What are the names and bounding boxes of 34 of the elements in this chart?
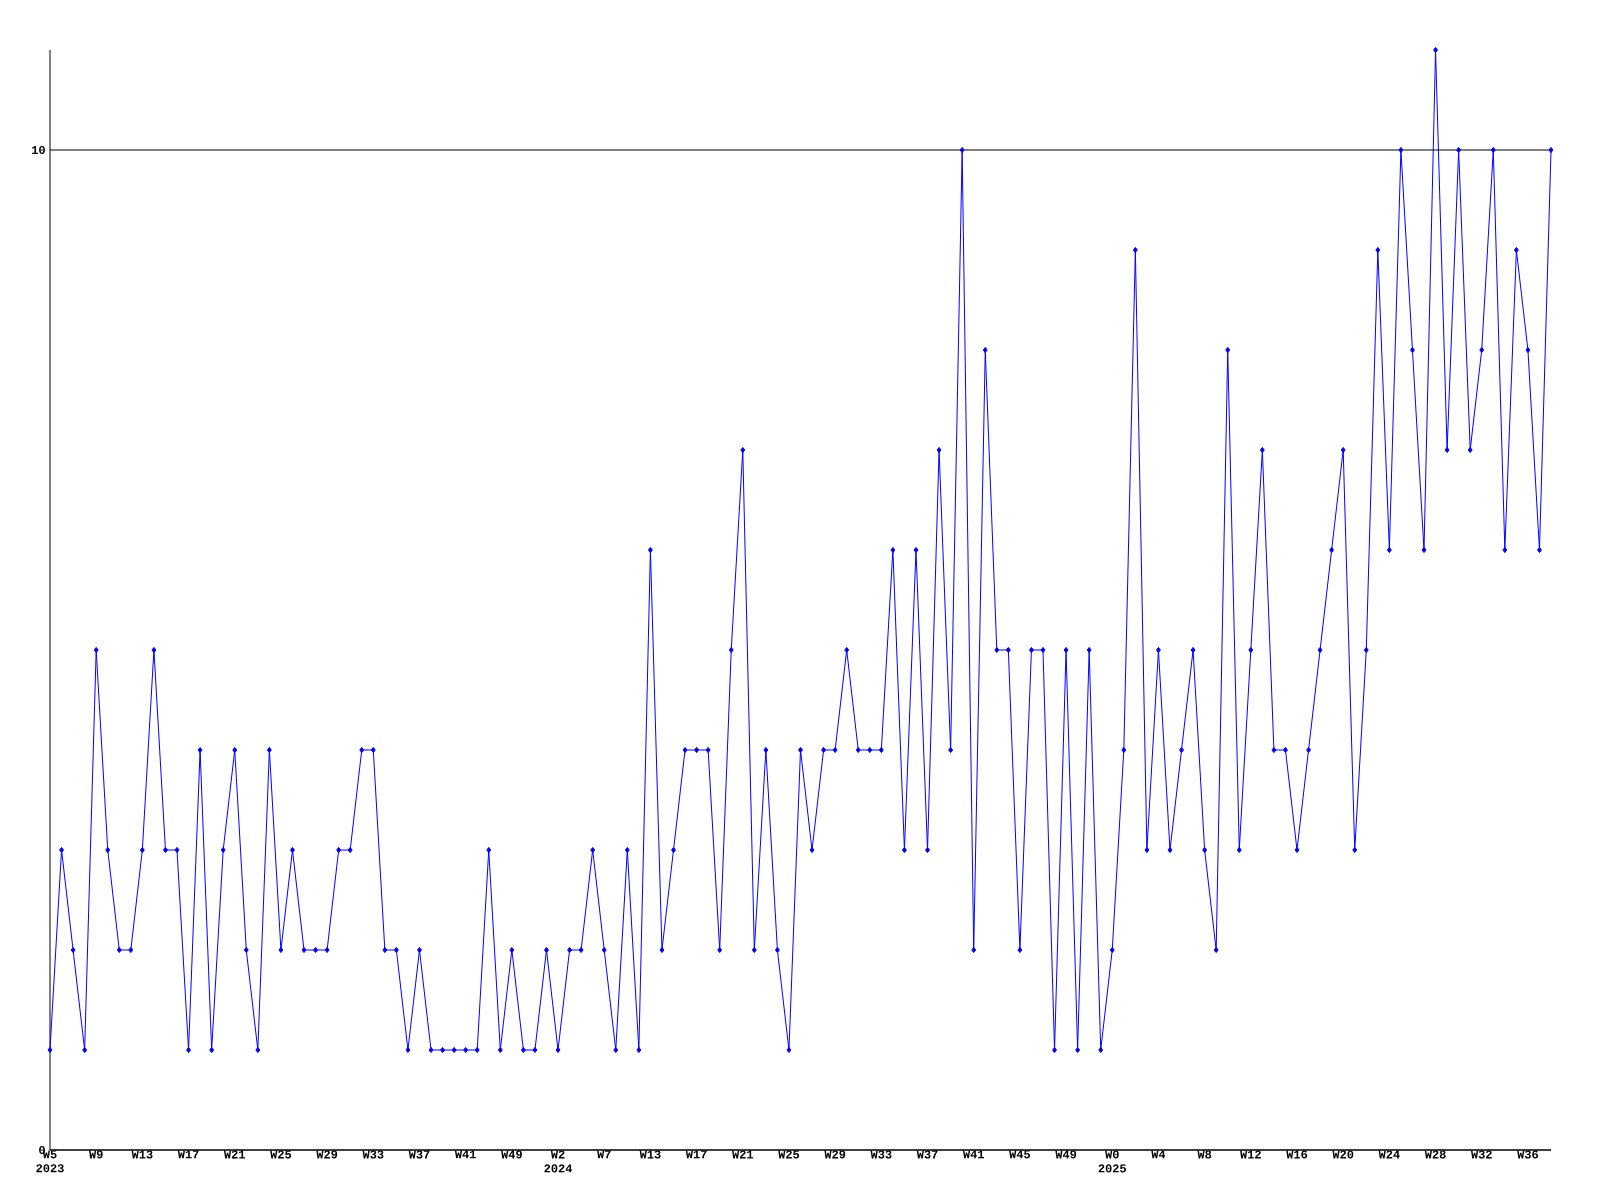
x-tick-label: W32 [1470, 1150, 1492, 1159]
x-tick-label: W8 [1197, 1150, 1212, 1159]
x-tick-label: W17 [685, 1150, 707, 1159]
x-tick-label: W25 [270, 1150, 292, 1159]
x-tick-label: W24 [1378, 1150, 1400, 1159]
y-tick-label: 0 [39, 1145, 45, 1155]
x-tick-label: W41 [962, 1150, 984, 1159]
x-tick-label: W45 [1009, 1150, 1031, 1159]
x-tick-label: W4 [1151, 1150, 1166, 1159]
x-tick-label: W21 [223, 1150, 246, 1159]
x-tick-label: W16 [1286, 1150, 1308, 1159]
x-tick-label: W41 [454, 1150, 476, 1159]
x-tick-label: W20 [1332, 1150, 1354, 1159]
x-tick-label: W28 [1424, 1150, 1446, 1159]
x-tick-label: W2 2024 [544, 1150, 573, 1173]
x-tick-label: W13 [639, 1150, 661, 1159]
x-tick-label: W21 [732, 1150, 754, 1159]
x-tick-label: W0 2025 [1098, 1150, 1126, 1173]
x-tick-label: W33 [870, 1150, 892, 1159]
x-tick-label: W33 [362, 1150, 384, 1159]
x-tick-label: W9 [89, 1150, 103, 1159]
x-tick-label: W29 [316, 1150, 338, 1159]
x-tick-label: W25 [778, 1150, 800, 1159]
y-tick-label: 10 [32, 145, 45, 155]
x-tick-label: W12 [1240, 1150, 1261, 1159]
x-tick-label: W13 [131, 1150, 153, 1159]
x-tick-label: W49 [1055, 1150, 1077, 1159]
x-tick-label: W17 [177, 1150, 199, 1159]
x-tick-label: W29 [824, 1150, 846, 1159]
x-tick-label: W37 [916, 1150, 938, 1159]
x-tick-label: W36 [1517, 1150, 1539, 1159]
x-tick-label: W7 [597, 1150, 611, 1159]
x-tick-label: W37 [408, 1150, 430, 1159]
x-tick-label: W49 [501, 1150, 522, 1159]
